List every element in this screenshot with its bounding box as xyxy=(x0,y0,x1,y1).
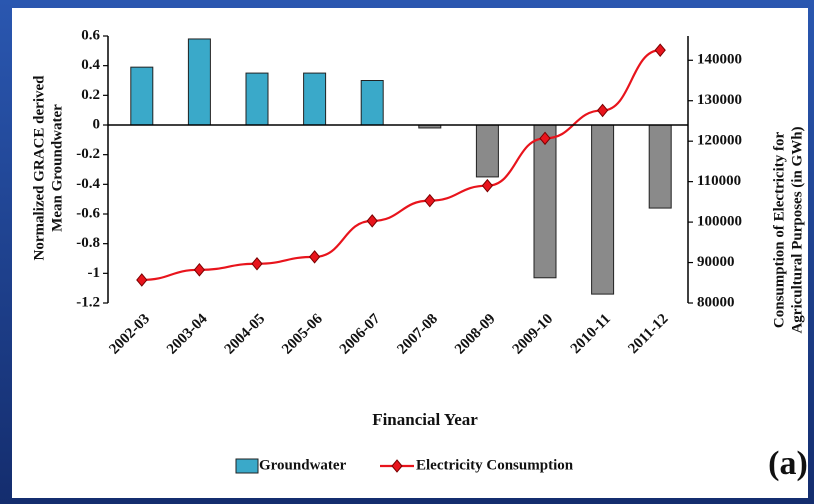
y-tick-label: -0.6 xyxy=(76,205,100,221)
legend-label: Groundwater xyxy=(259,457,347,473)
marker xyxy=(193,263,206,277)
y2-tick-label: 130000 xyxy=(697,92,742,108)
bar xyxy=(360,80,384,126)
y2-tick-label: 90000 xyxy=(697,254,735,270)
y-tick-label: -0.2 xyxy=(76,146,100,162)
y-tick-label: 0 xyxy=(93,116,101,132)
y2-tick-label: 110000 xyxy=(697,173,741,189)
bar xyxy=(475,124,499,178)
legend-marker xyxy=(391,459,403,473)
y2-tick-label: 120000 xyxy=(697,133,742,149)
bar xyxy=(648,124,672,209)
marker xyxy=(251,256,263,271)
y-tick-label: -1.2 xyxy=(76,294,100,310)
bar xyxy=(533,124,557,279)
line xyxy=(141,49,661,282)
marker xyxy=(136,273,148,287)
marker xyxy=(539,131,551,146)
marker xyxy=(481,178,494,193)
legend-swatch xyxy=(235,458,259,474)
y2-axis-title: Consumption of Electricity for xyxy=(771,132,787,329)
y-axis-title: Mean Groundwater xyxy=(49,104,65,232)
bar xyxy=(245,72,269,126)
y-tick-label: 0.4 xyxy=(81,57,100,73)
marker xyxy=(308,250,321,264)
bar xyxy=(303,72,327,126)
y-tick-label: 0.6 xyxy=(81,27,100,43)
bar xyxy=(591,124,615,295)
y2-axis-title: Agricultural Purposes (in GWh) xyxy=(789,126,805,333)
y-tick-label: -0.4 xyxy=(76,176,100,192)
marker xyxy=(654,43,666,57)
y2-tick-label: 140000 xyxy=(697,52,742,68)
x-axis-title: Financial Year xyxy=(372,410,478,429)
y-axis-title: Normalized GRACE derived xyxy=(31,75,47,261)
y-tick-label: -1 xyxy=(88,265,101,281)
bar xyxy=(130,66,154,126)
marker xyxy=(424,193,436,208)
y2-tick-label: 80000 xyxy=(697,294,735,310)
y-tick-label: -0.8 xyxy=(76,235,100,251)
y-tick-label: 0.2 xyxy=(81,87,100,103)
annotation: (a) xyxy=(768,445,808,482)
y2-tick-label: 100000 xyxy=(697,214,742,230)
bar xyxy=(187,38,211,126)
marker xyxy=(596,103,609,118)
legend-label: Electricity Consumption xyxy=(416,457,574,473)
marker xyxy=(366,214,378,228)
